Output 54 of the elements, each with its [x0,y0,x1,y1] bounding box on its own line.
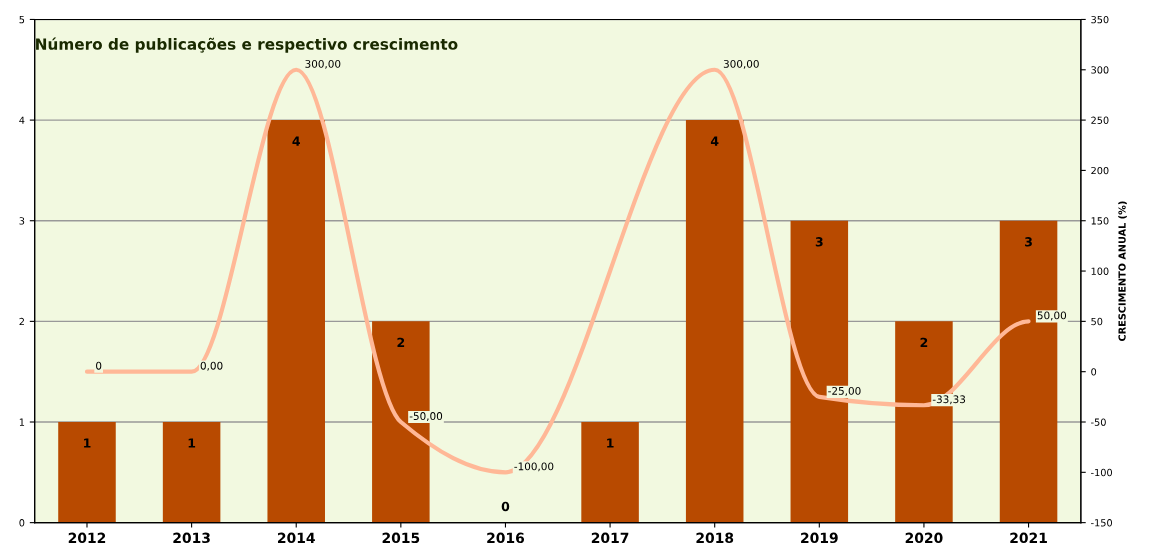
y2-tick-label: 50 [1091,317,1103,326]
y-tick-label: 1 [19,418,25,426]
data-label: 0 [501,501,510,512]
bar [162,422,221,523]
data-label: 1 [84,438,91,448]
y-tick-label: 5 [19,16,25,24]
x-tick-label: 2018 [696,532,734,544]
y2-tick-label: 300 [1091,66,1109,74]
x-tick-label: 2021 [1010,532,1047,544]
data-label: 3 [815,237,823,247]
data-label: 4 [292,136,300,146]
y2-tick-label: 150 [1091,217,1109,225]
y2-tick-label: 250 [1091,116,1109,124]
x-tick-label: 2019 [801,532,838,544]
x-tick-label: 2015 [382,532,420,544]
data-label: -50,00 [409,412,443,422]
x-tick-label: 2012 [68,532,106,544]
data-label: 4 [710,136,719,146]
x-tick-label: 2013 [173,532,210,544]
data-label: 1 [188,438,196,448]
text: Número de publicações e respectivo crescimento [36,37,458,53]
y2-tick-label: -50 [1091,418,1106,426]
x-tick-label: 2014 [278,532,315,544]
y-tick-label: 3 [19,217,25,225]
y2-axis-title: CRESCIMENTO ANUAL (%) [1118,201,1127,341]
data-label: 3 [1025,237,1032,247]
data-label: -100,00 [514,462,554,472]
bar [581,422,639,523]
y2-tick-label: -150 [1091,519,1112,527]
data-label: 2 [397,337,405,347]
data-label: -25,00 [828,386,861,396]
x-tick-label: 2017 [591,532,629,544]
x-tick-label: 2016 [487,532,525,544]
data-label: 2 [920,337,928,347]
y-tick-label: 0 [19,519,25,527]
line-series [84,67,1031,475]
y-tick-label: 2 [19,317,24,326]
bar [58,422,116,523]
y-tick-label: 4 [19,116,25,124]
x-tick-label: 2020 [905,532,943,544]
bar [267,120,325,523]
data-label: 0,00 [200,361,223,371]
data-label: 0 [96,361,102,370]
data-label: -33,33 [932,395,966,405]
y2-tick-label: 200 [1091,166,1109,175]
data-label: 300,00 [305,59,341,69]
bar [685,120,744,523]
y2-tick-label: 350 [1091,15,1109,24]
y2-tick-label: 0 [1091,368,1097,376]
y2-tick-label: 100 [1091,267,1109,275]
data-label: 300,00 [723,59,759,69]
y2-tick-label: -100 [1091,468,1112,477]
data-label: 1 [607,438,614,448]
data-label: 50,00 [1037,311,1067,321]
